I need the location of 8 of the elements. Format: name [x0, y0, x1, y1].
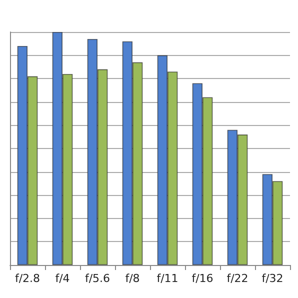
x-tick-label: f/11 [156, 272, 178, 285]
x-tick-label: f/5.6 [84, 272, 110, 285]
x-tick-label: f/22 [226, 272, 248, 285]
x-tick-label: f/8 [125, 272, 140, 285]
x-tick-label: f/4 [55, 272, 70, 285]
x-tick-label: f/2.8 [14, 272, 40, 285]
x-tick-label: f/16 [192, 272, 214, 285]
x-tick-label: f/32 [262, 272, 284, 285]
